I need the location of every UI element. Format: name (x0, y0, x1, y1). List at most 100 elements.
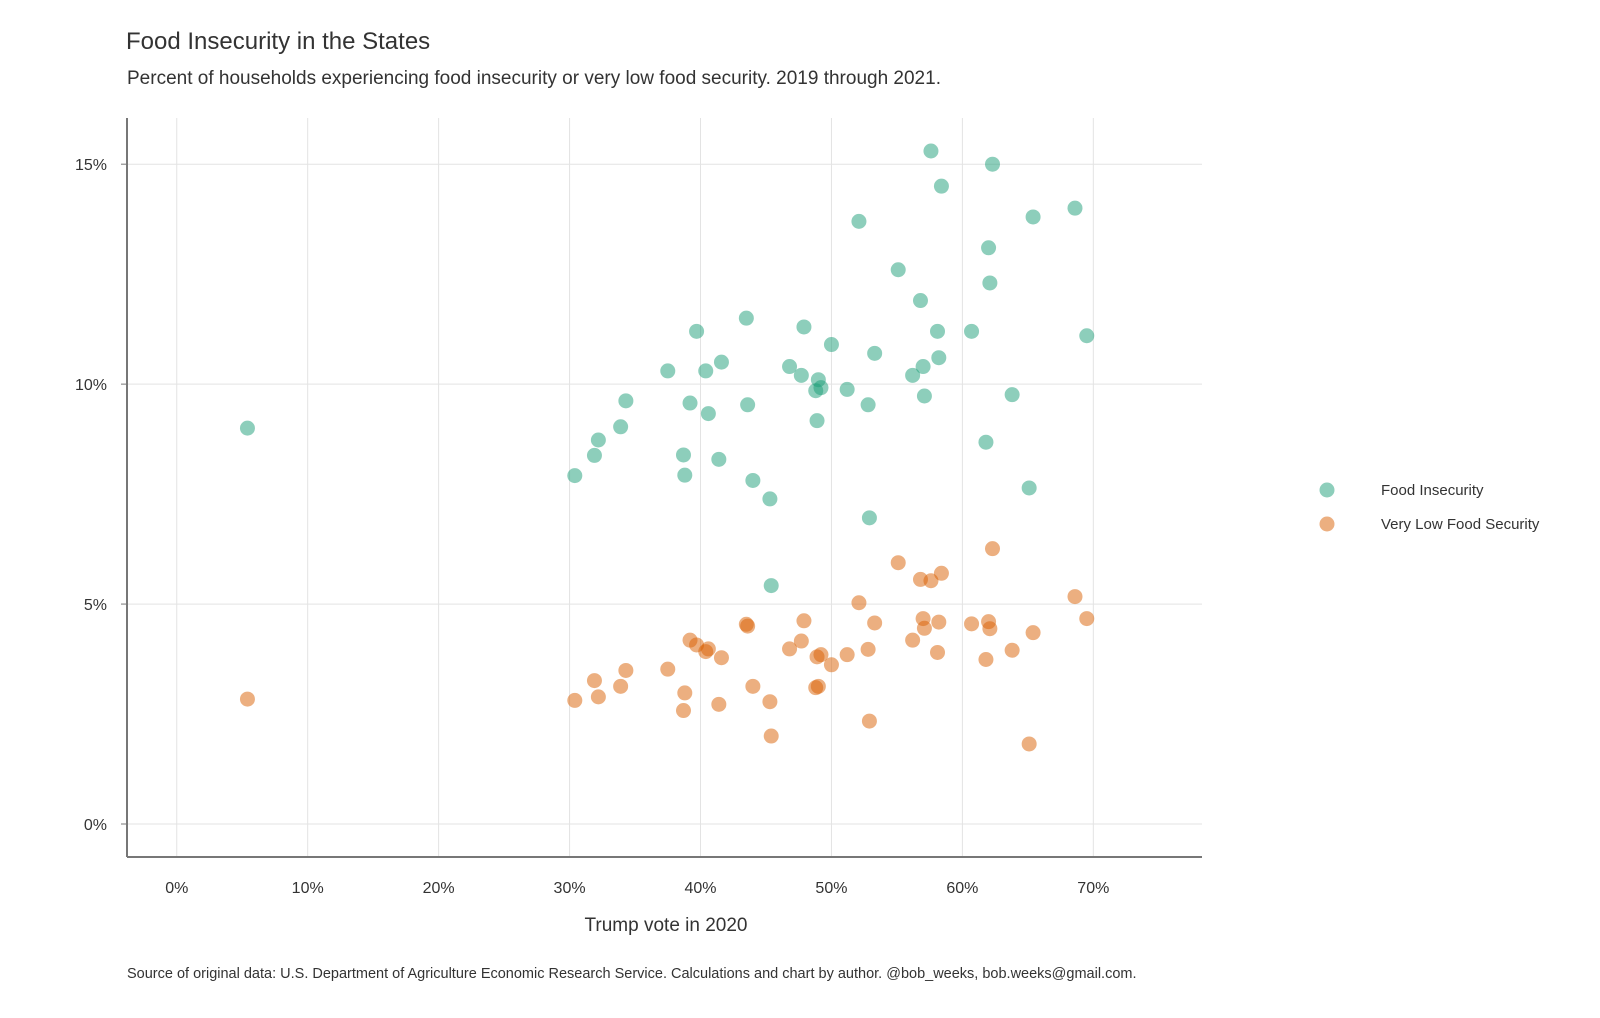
point-very-low-food-security (813, 647, 829, 663)
point-very-low-food-security (782, 641, 798, 657)
point-very-low-food-security (861, 713, 877, 729)
point-very-low-food-security (1067, 589, 1083, 605)
grid-lines (127, 118, 1202, 857)
point-very-low-food-security (740, 618, 756, 634)
point-food-insecurity (915, 359, 931, 375)
point-food-insecurity (861, 510, 877, 526)
point-food-insecurity (1021, 480, 1037, 496)
point-very-low-food-security (793, 633, 809, 649)
data-points (239, 143, 1095, 752)
point-food-insecurity (738, 310, 754, 326)
point-food-insecurity (698, 363, 714, 379)
point-food-insecurity (700, 406, 716, 422)
point-food-insecurity (851, 213, 867, 229)
point-very-low-food-security (933, 565, 949, 581)
point-very-low-food-security (851, 595, 867, 611)
point-food-insecurity (660, 363, 676, 379)
legend: Food Insecurity Very Low Food Security (1319, 482, 1540, 533)
point-very-low-food-security (923, 573, 939, 589)
point-food-insecurity (677, 467, 693, 483)
point-very-low-food-security (675, 703, 691, 719)
point-very-low-food-security (839, 647, 855, 663)
point-very-low-food-security (978, 651, 994, 667)
axes: 0% 10% 20% 30% 40% 50% 60% 70% 0% 5% 10% 15% (75, 118, 1202, 897)
chart-title: Food Insecurity in the States (126, 28, 431, 55)
point-very-low-food-security (586, 673, 602, 689)
point-very-low-food-security (905, 632, 921, 648)
x-tick-label: 0% (165, 880, 188, 897)
point-very-low-food-security (916, 620, 932, 636)
point-food-insecurity (823, 337, 839, 353)
point-food-insecurity (740, 397, 756, 413)
point-very-low-food-security (567, 692, 583, 708)
point-food-insecurity (745, 472, 761, 488)
point-very-low-food-security (1004, 642, 1020, 658)
point-food-insecurity (978, 434, 994, 450)
point-food-insecurity (905, 367, 921, 383)
point-very-low-food-security (931, 614, 947, 630)
x-tick-label: 60% (946, 880, 978, 897)
point-very-low-food-security (1025, 625, 1041, 641)
point-food-insecurity (1067, 200, 1083, 216)
point-very-low-food-security (964, 616, 980, 632)
point-food-insecurity (711, 451, 727, 467)
y-tick-label: 10% (75, 377, 107, 394)
x-tick-label: 50% (815, 880, 847, 897)
point-food-insecurity (964, 323, 980, 339)
point-food-insecurity (682, 395, 698, 411)
point-food-insecurity (930, 323, 946, 339)
legend-label-very-low-food-security: Very Low Food Security (1381, 516, 1540, 533)
y-tick-label: 15% (75, 157, 107, 174)
point-food-insecurity (762, 491, 778, 507)
point-food-insecurity (912, 293, 928, 309)
point-very-low-food-security (860, 641, 876, 657)
point-food-insecurity (916, 388, 932, 404)
point-food-insecurity (793, 367, 809, 383)
point-food-insecurity (923, 143, 939, 159)
point-food-insecurity (982, 275, 998, 291)
point-food-insecurity (590, 432, 606, 448)
point-very-low-food-security (763, 728, 779, 744)
x-axis-title: Trump vote in 2020 (585, 915, 748, 936)
point-food-insecurity (984, 156, 1000, 172)
point-food-insecurity (763, 578, 779, 594)
point-food-insecurity (809, 413, 825, 429)
point-very-low-food-security (613, 678, 629, 694)
point-very-low-food-security (762, 694, 778, 710)
point-very-low-food-security (711, 696, 727, 712)
point-very-low-food-security (930, 644, 946, 660)
point-very-low-food-security (796, 613, 812, 629)
point-very-low-food-security (890, 555, 906, 571)
x-tick-label: 20% (423, 880, 455, 897)
point-food-insecurity (586, 447, 602, 463)
x-tick-label: 40% (684, 880, 716, 897)
legend-marker-very-low-food-security (1319, 516, 1335, 532)
point-food-insecurity (239, 420, 255, 436)
point-food-insecurity (796, 319, 812, 335)
point-very-low-food-security (700, 641, 716, 657)
y-tick-label: 5% (84, 597, 107, 614)
point-very-low-food-security (745, 678, 761, 694)
point-very-low-food-security (984, 541, 1000, 557)
point-very-low-food-security (677, 685, 693, 701)
point-very-low-food-security (660, 661, 676, 677)
point-food-insecurity (981, 240, 997, 256)
x-tick-label: 70% (1077, 880, 1109, 897)
point-very-low-food-security (239, 691, 255, 707)
y-tick-label: 0% (84, 817, 107, 834)
legend-marker-food-insecurity (1319, 482, 1335, 498)
point-food-insecurity (713, 354, 729, 370)
point-food-insecurity (1004, 387, 1020, 403)
point-very-low-food-security (867, 615, 883, 631)
point-food-insecurity (675, 447, 691, 463)
point-food-insecurity (860, 397, 876, 413)
x-tick-label: 10% (292, 880, 324, 897)
point-food-insecurity (689, 323, 705, 339)
point-very-low-food-security (618, 662, 634, 678)
point-food-insecurity (933, 178, 949, 194)
chart-caption: Source of original data: U.S. Department… (127, 966, 1137, 982)
point-food-insecurity (618, 393, 634, 409)
x-tick-label: 30% (554, 880, 586, 897)
point-food-insecurity (931, 350, 947, 366)
